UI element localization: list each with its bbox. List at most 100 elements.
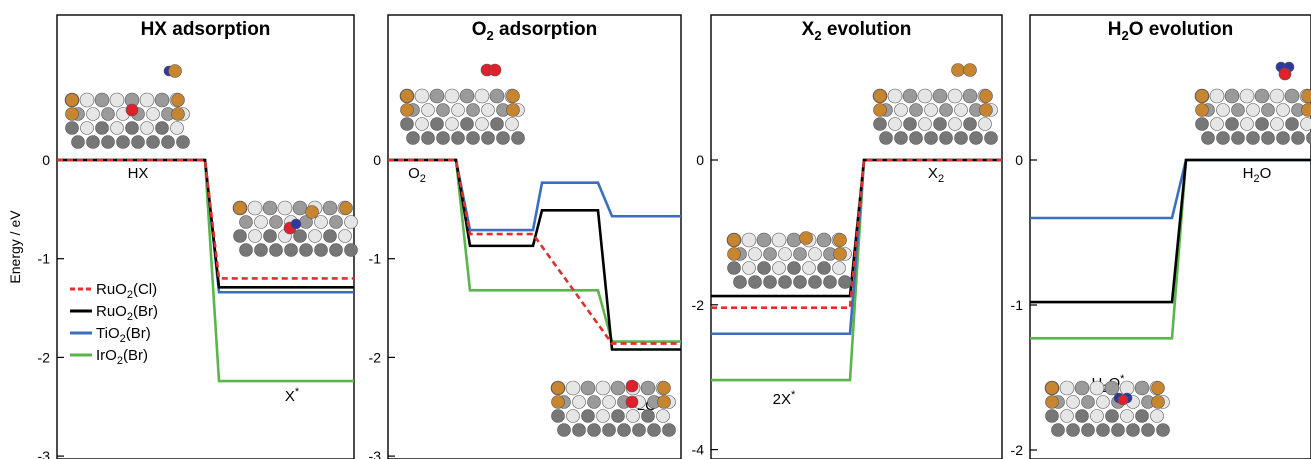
- atom: [79, 92, 95, 108]
- atom: [587, 423, 601, 437]
- atom: [1060, 409, 1074, 423]
- atom: [823, 275, 837, 289]
- atom: [873, 89, 887, 103]
- y-tick-label: -2: [369, 349, 382, 365]
- atom: [924, 103, 938, 117]
- atom: [1306, 131, 1311, 145]
- y-tick-label: -4: [692, 442, 705, 458]
- panel-title-rest: adsorption: [494, 19, 597, 40]
- atom: [233, 229, 247, 243]
- atom: [314, 243, 328, 257]
- atom: [748, 275, 762, 289]
- atom: [948, 117, 962, 131]
- atom: [903, 117, 917, 131]
- atom: [962, 88, 978, 104]
- atom: [954, 103, 968, 117]
- atom: [1240, 117, 1254, 131]
- atom: [1117, 394, 1129, 406]
- state-label-base: 2X: [773, 391, 791, 408]
- atom: [415, 117, 429, 131]
- atom: [139, 92, 155, 108]
- atom: [1150, 409, 1164, 423]
- atom: [1104, 380, 1120, 396]
- atom: [763, 275, 777, 289]
- atom: [1096, 423, 1110, 437]
- atom: [1045, 409, 1059, 423]
- series-line-iro2br: [1030, 158, 1311, 340]
- state-label: X2: [928, 165, 944, 185]
- atom: [1195, 117, 1209, 131]
- atom: [299, 243, 313, 257]
- atom: [239, 243, 253, 257]
- atom: [657, 395, 671, 409]
- atom: [429, 88, 445, 104]
- atom: [86, 107, 100, 121]
- atom: [305, 205, 319, 219]
- y-tick-label: -2: [692, 297, 705, 313]
- atom: [894, 103, 908, 117]
- atom: [171, 93, 185, 107]
- atom: [131, 135, 145, 149]
- atom: [1209, 88, 1225, 104]
- atom: [1276, 103, 1290, 117]
- atom: [918, 117, 932, 131]
- atom: [787, 261, 801, 275]
- atom: [400, 103, 414, 117]
- legend: RuO2(Cl)RuO2(Br)TiO2(Br)IrO2(Br): [70, 281, 158, 367]
- atom: [873, 103, 887, 117]
- panel-title: O2 adsorption: [472, 19, 597, 43]
- atom: [572, 395, 586, 409]
- legend-entry: RuO2(Cl): [96, 281, 157, 301]
- atom: [963, 117, 977, 131]
- atom: [838, 275, 852, 289]
- atom: [551, 395, 565, 409]
- atom: [80, 121, 94, 135]
- atom: [799, 231, 813, 245]
- atom: [1111, 423, 1125, 437]
- slab-illustrations: [1044, 61, 1311, 437]
- atom: [580, 380, 596, 396]
- atom: [1270, 117, 1284, 131]
- atom: [176, 135, 190, 149]
- y-tick-label: -2: [1011, 442, 1024, 458]
- legend-entry: RuO2(Br): [96, 303, 158, 323]
- atom: [1285, 117, 1299, 131]
- legend-entry-base: RuO: [96, 303, 127, 320]
- atom: [1045, 381, 1059, 395]
- atom: [978, 117, 992, 131]
- atom: [344, 243, 358, 257]
- y-tick-label: -1: [369, 251, 382, 267]
- atom: [292, 200, 308, 216]
- atom: [323, 229, 337, 243]
- atom: [557, 423, 571, 437]
- atom: [602, 423, 616, 437]
- atom: [1156, 423, 1170, 437]
- atom: [1239, 88, 1255, 104]
- panel-title: HX adsorption: [141, 19, 271, 40]
- panel-frame: [56, 14, 355, 459]
- atom: [466, 131, 480, 145]
- atom: [338, 229, 352, 243]
- series-line-ruo2cl: [388, 158, 681, 345]
- panel-title: H2O evolution: [1108, 19, 1233, 43]
- panel-frame: [387, 14, 682, 459]
- atom: [481, 131, 495, 145]
- atom: [344, 215, 358, 229]
- atom: [587, 395, 601, 409]
- atom: [793, 275, 807, 289]
- atom: [94, 92, 110, 108]
- atom: [1141, 423, 1155, 437]
- panel-title-base: X: [802, 19, 815, 40]
- atom: [329, 215, 343, 229]
- panel-title-sub: 2: [487, 28, 494, 43]
- series-line-ruo2br: [711, 158, 1002, 298]
- atom: [466, 103, 480, 117]
- atom: [125, 121, 139, 135]
- atom: [1134, 380, 1150, 396]
- atom: [832, 261, 846, 275]
- atom: [233, 201, 247, 215]
- atom: [1216, 131, 1230, 145]
- atom: [1210, 117, 1224, 131]
- atom: [95, 121, 109, 135]
